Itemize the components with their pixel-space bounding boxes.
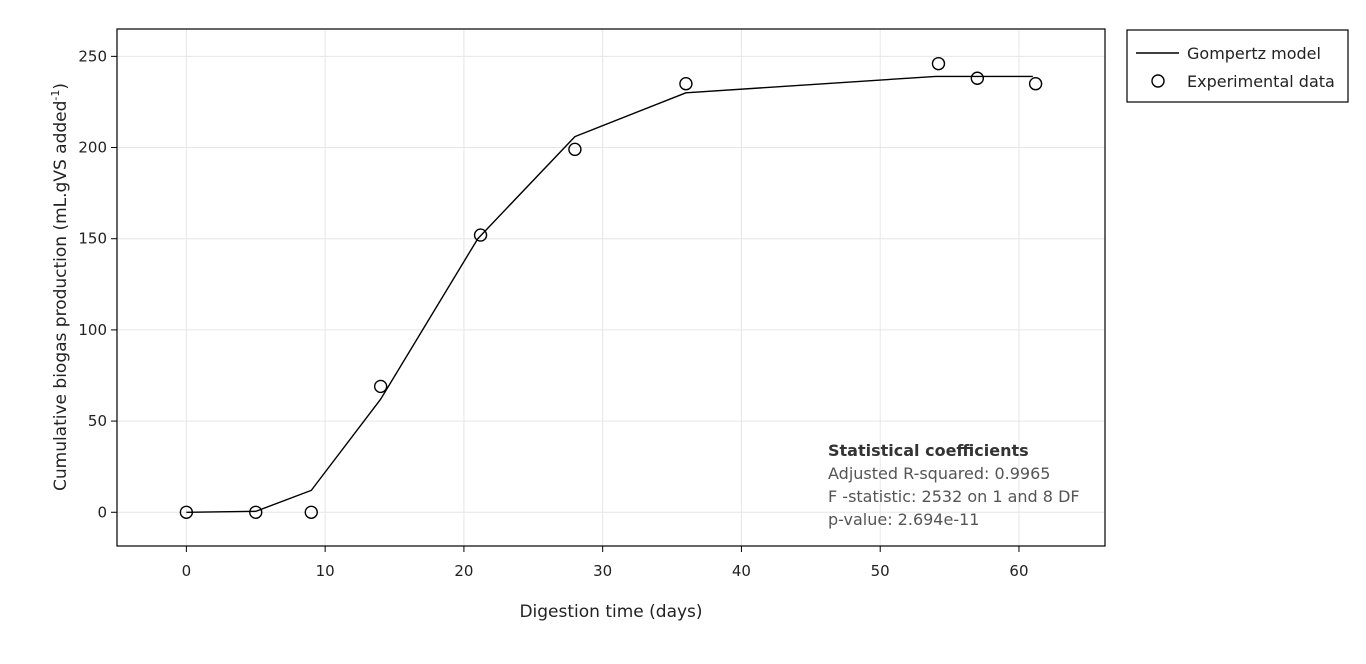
plot-frame [116,28,1106,547]
stats-title: Statistical coefficients [828,441,1029,460]
x-tick-label: 30 [593,562,612,580]
y-tick-label: 150 [78,230,107,248]
legend-label-gompertz: Gompertz model [1187,44,1321,63]
stats-line-fstat: F -statistic: 2532 on 1 and 8 DF [828,487,1080,506]
experimental-data-point [249,505,263,519]
experimental-data-point [1028,77,1043,91]
x-axis: 0 10 20 30 40 50 60 [182,546,1029,580]
experimental-data-point [179,505,194,519]
y-axis-title-close: ) [51,83,71,90]
y-tick-label: 100 [78,321,107,339]
y-tick-label: 200 [78,139,107,157]
legend-box [1126,29,1349,103]
grid [117,29,1105,546]
y-tick-label: 250 [78,47,107,65]
x-tick-label: 40 [732,562,751,580]
x-tick-label: 50 [871,562,890,580]
gompertz-model-line [186,75,1033,513]
x-tick-label: 0 [182,562,192,580]
y-axis-title-main: Cumulative biogas production (mL.gVS add… [51,101,71,491]
legend-circle-swatch [1151,74,1165,88]
x-tick-label: 10 [316,562,335,580]
y-tick-label: 50 [88,412,107,430]
y-tick-label: 0 [97,503,107,521]
stats-annotation: Statistical coefficients Adjusted R-squa… [828,441,1080,529]
x-tick-label: 60 [1009,562,1028,580]
y-axis: 0 50 100 150 200 250 [78,47,117,521]
experimental-data-point [304,505,318,519]
experimental-data-point [931,56,946,71]
experimental-data-point [373,379,388,394]
stats-line-pvalue: p-value: 2.694e-11 [828,510,979,529]
stats-line-r2: Adjusted R-squared: 0.9965 [828,464,1050,483]
legend: Gompertz model Experimental data [1126,29,1349,103]
experimental-data-point [679,77,693,91]
y-axis-title-superscript: -1 [49,90,62,101]
experimental-data-point [568,142,582,157]
y-axis-title: Cumulative biogas production (mL.gVS add… [49,83,71,491]
legend-label-experimental: Experimental data [1187,72,1335,91]
experimental-data-point [970,71,985,85]
x-axis-title: Digestion time (days) [519,602,702,622]
experimental-data-point [473,228,488,242]
x-tick-label: 20 [454,562,473,580]
series-layer [179,56,1043,519]
